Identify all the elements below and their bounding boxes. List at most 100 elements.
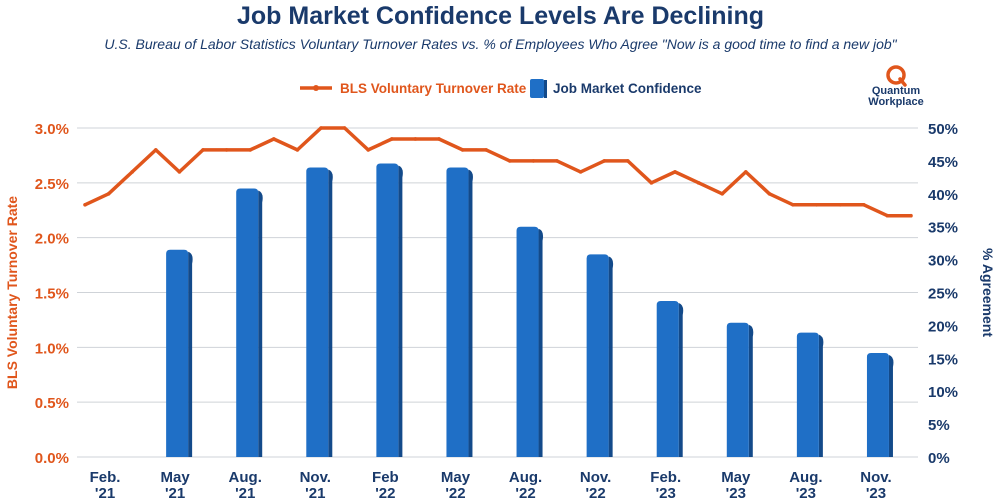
legend-line-marker — [313, 85, 319, 91]
turnover-point — [272, 137, 276, 141]
bar-side — [328, 169, 333, 457]
y-left-tick-label: 1.5% — [35, 286, 69, 303]
turnover-point — [248, 148, 252, 152]
x-tick-label-top: Aug. — [229, 469, 262, 486]
bar-side — [609, 256, 614, 457]
turnover-point — [886, 214, 890, 218]
x-tick-label-bottom: '23 — [656, 485, 676, 501]
y-left-tick-label: 2.5% — [35, 176, 69, 193]
bar-side — [679, 303, 684, 457]
x-tick-label-top: Feb. — [90, 469, 121, 486]
turnover-point — [862, 203, 866, 207]
turnover-point — [768, 192, 772, 196]
bar-side — [539, 229, 544, 457]
x-tick-label-top: May — [161, 469, 191, 486]
bar-side — [819, 335, 824, 457]
turnover-point — [414, 137, 418, 141]
turnover-point — [154, 148, 158, 152]
x-tick-label-bottom: '22 — [585, 485, 605, 501]
y-right-axis-title: % Agreement — [980, 248, 996, 337]
turnover-point — [130, 170, 134, 174]
turnover-point — [650, 181, 654, 185]
turnover-point — [83, 203, 87, 207]
turnover-point — [909, 214, 913, 218]
x-tick-label-top: May — [721, 469, 751, 486]
bar-side — [398, 166, 403, 457]
bar-side — [889, 355, 894, 457]
turnover-point — [791, 203, 795, 207]
bar — [867, 353, 889, 457]
bar-side — [258, 191, 263, 457]
y-left-tick-label: 2.0% — [35, 231, 69, 248]
turnover-point — [579, 170, 583, 174]
turnover-point — [555, 159, 559, 163]
x-tick-label-top: Feb — [372, 469, 399, 486]
turnover-point — [178, 170, 182, 174]
bar — [306, 167, 328, 457]
turnover-point — [201, 148, 205, 152]
turnover-point — [532, 159, 536, 163]
bar — [587, 254, 609, 457]
turnover-point — [815, 203, 819, 207]
x-tick-label-bottom: '23 — [726, 485, 746, 501]
turnover-line — [85, 128, 911, 216]
x-tick-label-top: Nov. — [300, 469, 331, 486]
x-tick-label-top: Feb. — [650, 469, 681, 486]
turnover-point — [838, 203, 842, 207]
legend-bar-swatch — [530, 79, 544, 98]
bar-side — [188, 252, 193, 457]
bar — [236, 189, 258, 457]
y-left-axis-title: BLS Voluntary Turnover Rate — [4, 196, 20, 389]
bar-side — [468, 169, 473, 457]
turnover-point — [390, 137, 394, 141]
x-tick-label-top: Aug. — [789, 469, 822, 486]
bar — [657, 301, 679, 457]
x-tick-label-bottom: '21 — [165, 485, 185, 501]
y-right-tick-label: 20% — [928, 318, 958, 335]
x-tick-label-top: Nov. — [580, 469, 611, 486]
legend-bar-swatch-side — [544, 80, 547, 98]
y-right-tick-label: 30% — [928, 253, 958, 270]
y-left-tick-label: 0.0% — [35, 450, 69, 467]
turnover-point — [744, 170, 748, 174]
y-right-tick-label: 25% — [928, 286, 958, 303]
turnover-point — [437, 137, 441, 141]
y-left-tick-label: 1.0% — [35, 340, 69, 357]
bar — [727, 323, 749, 457]
bar — [376, 164, 398, 457]
x-tick-label-bottom: '22 — [445, 485, 465, 501]
y-right-tick-label: 5% — [928, 417, 950, 434]
y-right-tick-label: 35% — [928, 220, 958, 237]
x-tick-label-top: Nov. — [860, 469, 891, 486]
turnover-point — [720, 192, 724, 196]
turnover-point — [626, 159, 630, 163]
turnover-point — [697, 181, 701, 185]
turnover-point — [343, 126, 347, 130]
y-right-tick-label: 10% — [928, 384, 958, 401]
x-tick-label-bottom: '22 — [515, 485, 535, 501]
turnover-point — [296, 148, 300, 152]
x-tick-label-bottom: '23 — [866, 485, 886, 501]
y-right-tick-label: 40% — [928, 187, 958, 204]
turnover-point — [225, 148, 229, 152]
turnover-point — [366, 148, 370, 152]
bar — [517, 227, 539, 457]
turnover-point — [484, 148, 488, 152]
y-right-tick-label: 50% — [928, 121, 958, 138]
turnover-point — [673, 170, 677, 174]
y-left-tick-label: 3.0% — [35, 121, 69, 138]
y-right-tick-label: 15% — [928, 351, 958, 368]
y-right-tick-label: 0% — [928, 450, 950, 467]
y-left-tick-label: 0.5% — [35, 395, 69, 412]
x-tick-label-bottom: '21 — [95, 485, 115, 501]
bar — [446, 167, 468, 457]
turnover-point — [461, 148, 465, 152]
x-tick-label-bottom: '23 — [796, 485, 816, 501]
turnover-point — [602, 159, 606, 163]
bar — [797, 333, 819, 457]
x-tick-label-bottom: '21 — [305, 485, 325, 501]
legend-line-label: BLS Voluntary Turnover Rate — [340, 81, 527, 96]
x-tick-label-bottom: '22 — [375, 485, 395, 501]
turnover-point — [319, 126, 323, 130]
